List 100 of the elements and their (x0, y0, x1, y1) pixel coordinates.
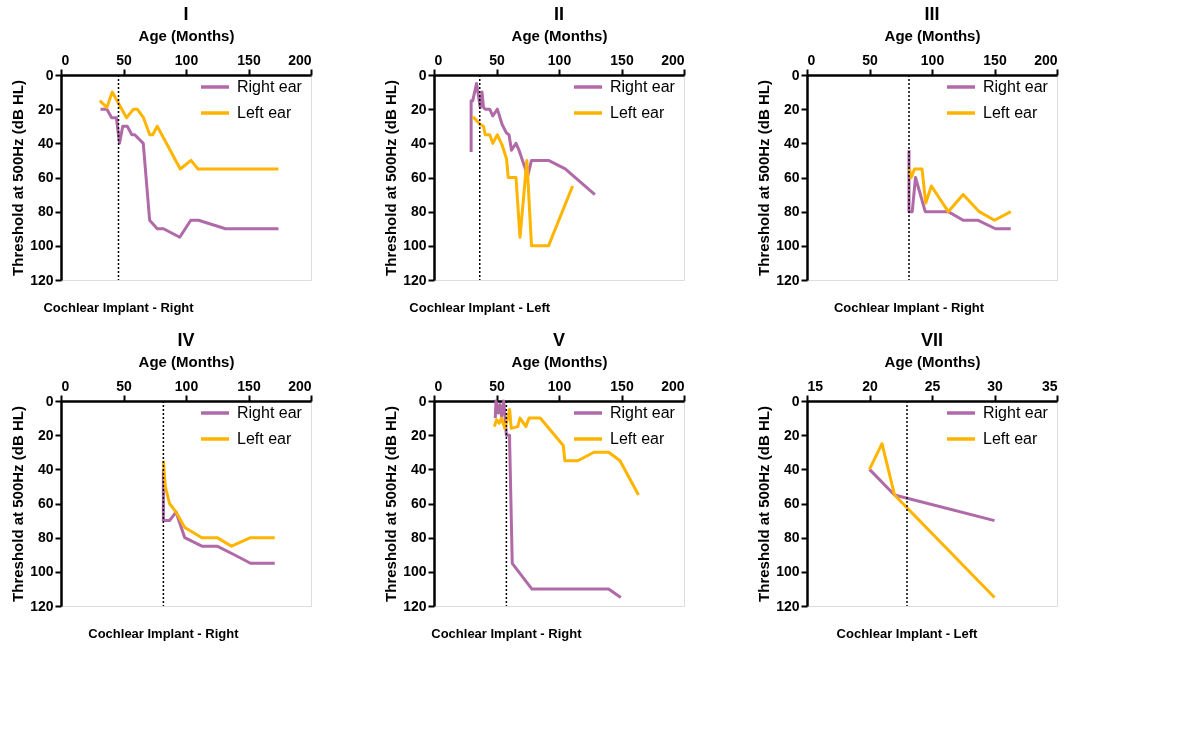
x-tick-label: 15 (807, 377, 824, 394)
x-tick-label: 100 (547, 377, 572, 394)
y-tick-label: 100 (776, 563, 800, 580)
y-tick-label: 80 (410, 529, 427, 546)
x-tick-label: 200 (661, 377, 685, 394)
x-tick-label: 100 (920, 51, 945, 68)
legend-label: Right ear (237, 404, 303, 421)
y-tick-label: 40 (410, 134, 427, 151)
y-tick-label: 20 (783, 100, 800, 117)
y-tick-label: 40 (410, 460, 427, 477)
x-tick-label: 0 (807, 51, 816, 68)
x-tick-label: 0 (61, 377, 70, 394)
y-tick-label: 100 (403, 563, 427, 580)
y-tick-label: 40 (783, 134, 800, 151)
y-axis-title: Threshold at 500Hz (dB HL) (755, 406, 773, 602)
x-tick-label: 50 (116, 377, 132, 394)
y-tick-label: 40 (783, 460, 800, 477)
legend-label: Right ear (983, 78, 1049, 95)
line-series (469, 82, 597, 197)
x-axis-title: Age (Months) (138, 26, 235, 44)
y-tick-label: 80 (37, 529, 54, 546)
y-tick-label: 0 (418, 66, 427, 83)
y-tick-label: 80 (783, 203, 800, 220)
x-tick-label: 50 (489, 51, 505, 68)
chart-title: I (183, 4, 189, 24)
legend-label: Left ear (237, 430, 292, 447)
ref-line-label: Cochlear Implant - Right (88, 626, 240, 641)
chart-title: V (552, 330, 566, 350)
y-tick-label: 20 (783, 426, 800, 443)
y-tick-label: 60 (783, 169, 800, 185)
ref-line-label: Cochlear Implant - Right (43, 300, 195, 315)
x-tick-label: 150 (610, 377, 634, 394)
x-tick-label: 150 (610, 51, 634, 68)
y-tick-label: 80 (783, 529, 800, 546)
y-tick-label: 60 (410, 495, 427, 511)
x-axis-title: Age (Months) (511, 352, 608, 370)
chart-title: II (553, 4, 565, 24)
x-axis-title: Age (Months) (884, 26, 981, 44)
y-tick-label: 80 (37, 203, 54, 220)
legend-label: Left ear (610, 430, 665, 447)
x-tick-label: 35 (1041, 377, 1058, 394)
x-tick-label: 200 (288, 51, 312, 68)
y-tick-label: 40 (37, 460, 54, 477)
x-tick-label: 150 (237, 377, 261, 394)
x-tick-label: 0 (61, 51, 70, 68)
x-tick-label: 150 (983, 51, 1007, 68)
y-tick-label: 100 (30, 237, 54, 254)
legend-label: Left ear (610, 104, 665, 121)
y-tick-label: 0 (45, 392, 54, 409)
x-tick-label: 30 (987, 377, 1003, 394)
y-tick-label: 60 (410, 169, 427, 185)
line-series (470, 116, 575, 248)
x-tick-label: 0 (434, 51, 443, 68)
y-tick-label: 100 (403, 237, 427, 254)
line-series (161, 459, 277, 548)
y-axis-title: Threshold at 500Hz (dB HL) (382, 80, 400, 276)
x-tick-label: 50 (862, 51, 878, 68)
x-tick-label: 20 (862, 377, 878, 394)
x-tick-label: 100 (174, 377, 199, 394)
chart-title: VII (920, 330, 944, 350)
line-series (908, 167, 1013, 222)
legend-label: Left ear (983, 104, 1038, 121)
y-tick-label: 100 (776, 237, 800, 254)
y-tick-label: 60 (37, 495, 54, 511)
y-tick-label: 40 (37, 134, 54, 151)
chart-title: IV (177, 330, 195, 350)
y-axis-title: Threshold at 500Hz (dB HL) (9, 406, 27, 602)
chart-title: III (924, 4, 940, 24)
legend-label: Right ear (610, 404, 676, 421)
y-tick-label: 80 (410, 203, 427, 220)
y-tick-label: 60 (783, 495, 800, 511)
x-tick-label: 50 (116, 51, 132, 68)
y-tick-label: 120 (403, 597, 427, 614)
ref-line-label: Cochlear Implant - Left (409, 300, 551, 315)
x-axis-title: Age (Months) (511, 26, 608, 44)
x-tick-label: 150 (237, 51, 261, 68)
x-tick-label: 200 (288, 377, 312, 394)
legend-label: Right ear (983, 404, 1049, 421)
y-tick-label: 20 (37, 426, 54, 443)
x-tick-label: 25 (924, 377, 941, 394)
x-tick-label: 0 (434, 377, 443, 394)
y-tick-label: 120 (403, 271, 427, 288)
y-tick-label: 120 (30, 597, 54, 614)
y-tick-label: 100 (30, 563, 54, 580)
ref-line-label: Cochlear Implant - Right (833, 300, 985, 315)
y-tick-label: 60 (37, 169, 54, 185)
line-series (868, 442, 996, 599)
y-tick-label: 0 (418, 392, 427, 409)
y-tick-label: 20 (410, 426, 427, 443)
x-axis-title: Age (Months) (884, 352, 981, 370)
ref-line-label: Cochlear Implant - Right (431, 626, 583, 641)
y-axis-title: Threshold at 500Hz (dB HL) (755, 80, 773, 276)
legend-label: Left ear (983, 430, 1038, 447)
y-tick-label: 0 (791, 66, 800, 83)
x-axis-title: Age (Months) (138, 352, 235, 370)
y-tick-label: 20 (410, 100, 427, 117)
x-tick-label: 50 (489, 377, 505, 394)
x-tick-label: 200 (661, 51, 685, 68)
y-tick-label: 120 (776, 271, 800, 288)
y-tick-label: 0 (45, 66, 54, 83)
